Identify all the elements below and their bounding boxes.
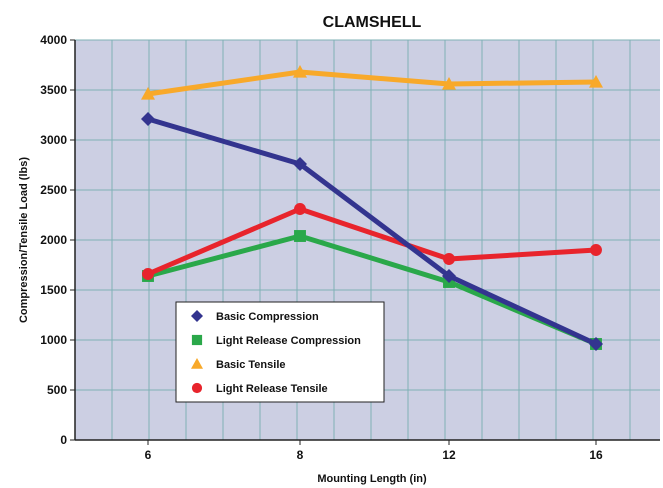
y-tick-label: 4000 — [40, 33, 67, 47]
legend-box — [175, 301, 385, 403]
data-point-triangle — [442, 77, 456, 90]
x-tick-label: 16 — [589, 448, 603, 462]
chart-title: CLAMSHELL — [323, 14, 422, 31]
legend-label: Basic Compression — [216, 311, 319, 323]
data-point-circle — [443, 253, 455, 265]
y-tick-label: 0 — [60, 433, 67, 447]
axes: 0 500 1000 1500 2000 2500 3000 3500 4000 6 8 12 16 — [40, 33, 660, 462]
series-line — [145, 69, 599, 97]
data-point-square — [294, 230, 306, 242]
series-layer — [141, 65, 603, 351]
series-line — [145, 206, 599, 277]
data-point-diamond — [589, 337, 603, 351]
series-basic-tensile — [141, 65, 603, 100]
data-point-circle — [142, 268, 154, 280]
x-tick-label: 6 — [145, 448, 152, 462]
y-tick-label: 3000 — [40, 133, 67, 147]
data-point-circle — [590, 244, 602, 256]
series-light-release-tensile — [142, 203, 602, 280]
series-line — [145, 233, 599, 347]
data-point-triangle — [589, 75, 603, 88]
series-basic-compression — [141, 112, 603, 351]
y-tick-label: 1500 — [40, 283, 67, 297]
y-tick-label: 2000 — [40, 233, 67, 247]
y-tick-label: 2500 — [40, 183, 67, 197]
y-tick-label: 1000 — [40, 333, 67, 347]
data-point-triangle — [141, 87, 155, 100]
legend-label: Light Release Tensile — [216, 383, 328, 395]
legend-marker — [191, 334, 203, 346]
x-axis-title: Mounting Length (in) — [317, 473, 427, 485]
legend-label: Light Release Compression — [216, 335, 361, 347]
legend-marker — [191, 310, 203, 322]
data-point-diamond — [442, 269, 456, 283]
data-point-triangle — [293, 65, 307, 78]
data-point-diamond — [293, 157, 307, 171]
legend-label: Basic Tensile — [216, 359, 286, 371]
x-tick-label: 8 — [297, 448, 304, 462]
data-point-diamond — [141, 112, 155, 126]
x-tick-label: 12 — [442, 448, 456, 462]
series-line — [145, 116, 599, 347]
y-axis-title: Compression/Tensile Load (lbs) — [18, 157, 30, 323]
y-tick-label: 500 — [47, 383, 67, 397]
legend-marker — [191, 358, 203, 369]
legend-marker — [191, 382, 203, 394]
y-tick-label: 3500 — [40, 83, 67, 97]
legend: Basic Compression Light Release Compressi… — [175, 301, 385, 403]
data-point-circle — [294, 203, 306, 215]
